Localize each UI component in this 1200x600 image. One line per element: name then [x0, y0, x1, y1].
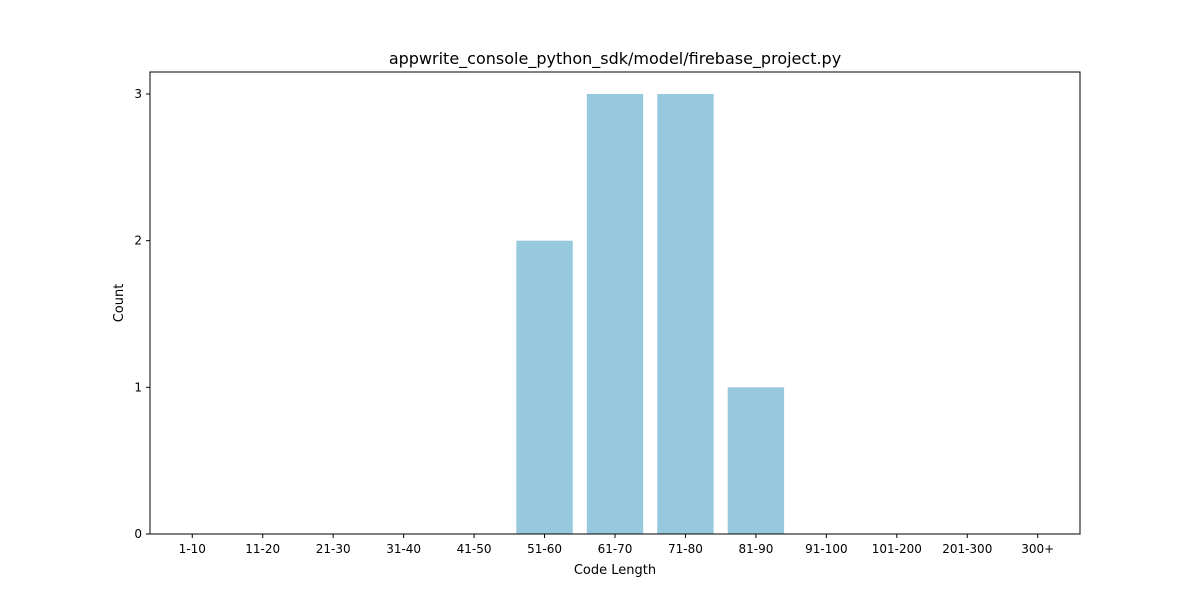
x-tick-label: 91-100: [805, 542, 848, 556]
y-tick-label: 0: [134, 527, 142, 541]
x-tick-label: 21-30: [316, 542, 351, 556]
chart-title: appwrite_console_python_sdk/model/fireba…: [389, 49, 841, 69]
bar-51-60: [516, 240, 573, 534]
y-tick-label: 3: [134, 87, 142, 101]
bar-61-70: [586, 94, 644, 534]
x-tick-label: 31-40: [386, 542, 421, 556]
x-axis-ticks: 1-10 11-20 21-30 31-40 41-50 51-60 61-70 71-80 8…: [179, 534, 1054, 556]
x-tick-label: 61-70: [598, 542, 633, 556]
y-tick-label: 2: [134, 234, 142, 248]
x-tick-label: 81-90: [738, 542, 773, 556]
bars-group: [516, 94, 785, 534]
x-tick-label: 41-50: [457, 542, 492, 556]
x-tick-label: 101-200: [872, 542, 922, 556]
bar-71-80: [657, 94, 714, 534]
x-tick-label: 201-300: [942, 542, 992, 556]
y-tick-label: 1: [134, 380, 142, 394]
y-axis-title: Count: [112, 284, 127, 323]
bar-81-90: [727, 387, 785, 534]
x-tick-label: 11-20: [245, 542, 280, 556]
x-tick-label: 71-80: [668, 542, 703, 556]
y-axis-ticks: 0 1 2 3: [134, 87, 150, 541]
x-tick-label: 51-60: [527, 542, 562, 556]
x-tick-label: 300+: [1021, 542, 1054, 556]
x-axis-title: Code Length: [574, 563, 656, 578]
x-tick-label: 1-10: [179, 542, 206, 556]
